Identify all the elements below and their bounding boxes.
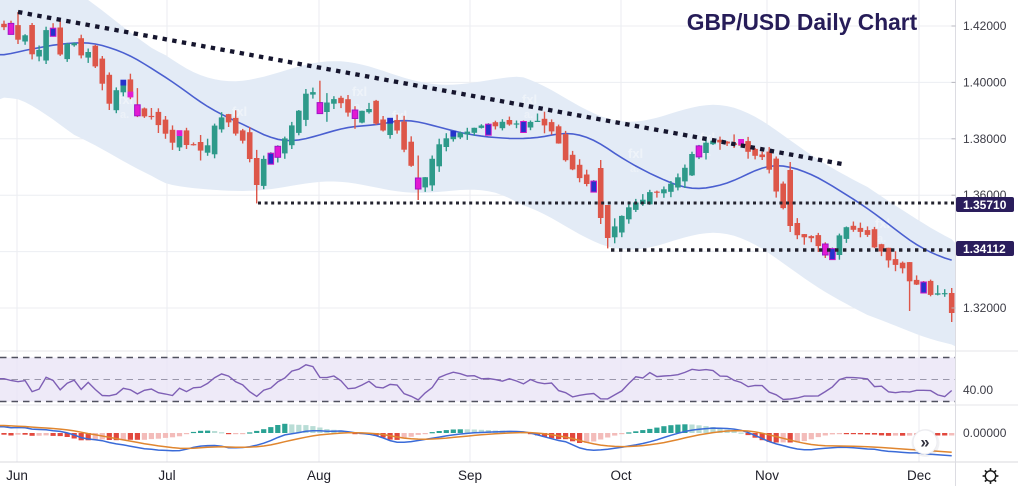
svg-text:Dec: Dec (907, 468, 931, 483)
svg-text:a.: a. (524, 109, 533, 121)
svg-text:0.00000: 0.00000 (963, 426, 1007, 440)
svg-text:40.00: 40.00 (963, 383, 993, 397)
svg-text:a.: a. (877, 233, 886, 245)
svg-text:fxl: fxl (522, 92, 537, 107)
svg-text:a.: a. (354, 101, 363, 113)
svg-text:a.: a. (234, 121, 243, 133)
svg-text:fxl: fxl (628, 146, 643, 161)
svg-text:Sep: Sep (458, 468, 482, 483)
svg-text:»: » (920, 434, 929, 452)
svg-text:a.: a. (120, 109, 129, 121)
svg-text:a.: a. (394, 125, 403, 137)
svg-text:Jul: Jul (158, 468, 175, 483)
svg-text:fxl: fxl (392, 108, 407, 123)
svg-text:1.42000: 1.42000 (963, 19, 1007, 33)
svg-text:fxl: fxl (352, 84, 367, 99)
svg-text:a.: a. (630, 163, 639, 175)
svg-text:1.38000: 1.38000 (963, 132, 1007, 146)
svg-text:1.32000: 1.32000 (963, 301, 1007, 315)
svg-text:GBP/USD Daily Chart: GBP/USD Daily Chart (687, 9, 918, 35)
svg-text:1.35710: 1.35710 (963, 198, 1007, 212)
svg-text:Nov: Nov (755, 468, 779, 483)
svg-text:fxl: fxl (232, 104, 247, 119)
svg-text:fxl: fxl (875, 216, 890, 231)
svg-text:Jun: Jun (6, 468, 28, 483)
svg-text:Oct: Oct (610, 468, 631, 483)
svg-text:1.34112: 1.34112 (963, 242, 1006, 256)
svg-text:Aug: Aug (307, 468, 331, 483)
svg-text:1.40000: 1.40000 (963, 75, 1007, 89)
